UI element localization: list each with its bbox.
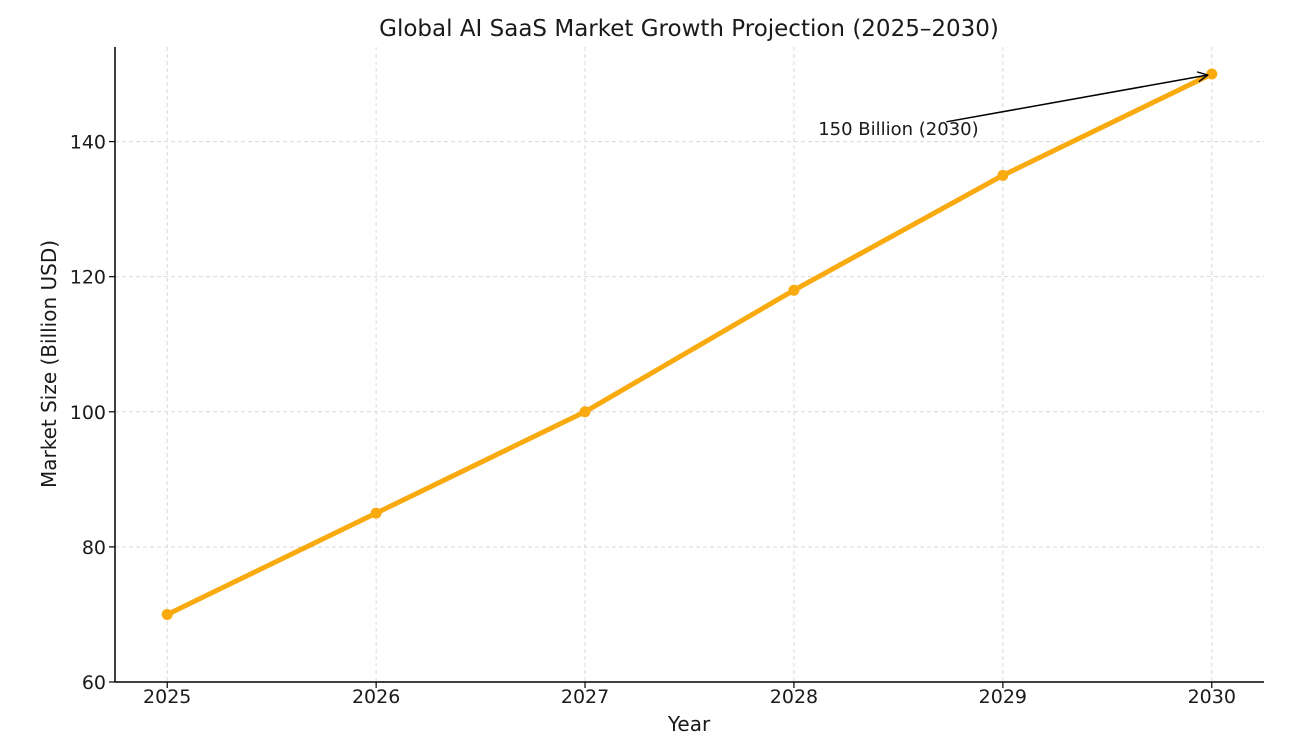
y-axis-label: Market Size (Billion USD) (37, 240, 61, 488)
y-tick-label: 80 (82, 537, 106, 559)
axes-layer: 2025 2026 2027 2028 2029 2030 60 80 100 120 140 (70, 47, 1264, 708)
series-line (164, 71, 1215, 617)
grid-layer (115, 47, 1264, 683)
data-point-2027 (579, 406, 591, 418)
annotation-label: 150 Billion (2030) (818, 119, 978, 140)
x-tick-label: 2028 (770, 686, 818, 708)
data-point-2025 (161, 608, 173, 620)
x-tick-label: 2030 (1188, 686, 1236, 708)
data-point-2030 (1206, 68, 1218, 80)
data-point-2026 (370, 507, 382, 519)
y-tick-label: 60 (82, 672, 106, 694)
y-tick-label: 120 (70, 267, 106, 289)
x-axis-label: Year (667, 712, 711, 732)
data-point-2028 (788, 284, 800, 296)
series-layer (161, 68, 1218, 620)
annotation-layer: 150 Billion (2030) (818, 75, 1208, 140)
x-tick-label: 2025 (143, 686, 191, 708)
data-point-2029 (997, 169, 1009, 181)
y-tick-label: 100 (70, 402, 106, 424)
x-tick-label: 2026 (352, 686, 400, 708)
chart-title: Global AI SaaS Market Growth Projection … (379, 16, 999, 42)
x-tick-label: 2027 (561, 686, 609, 708)
x-tick-label: 2029 (979, 686, 1027, 708)
annotation-arrow (946, 75, 1207, 123)
y-tick-label: 140 (70, 132, 106, 154)
